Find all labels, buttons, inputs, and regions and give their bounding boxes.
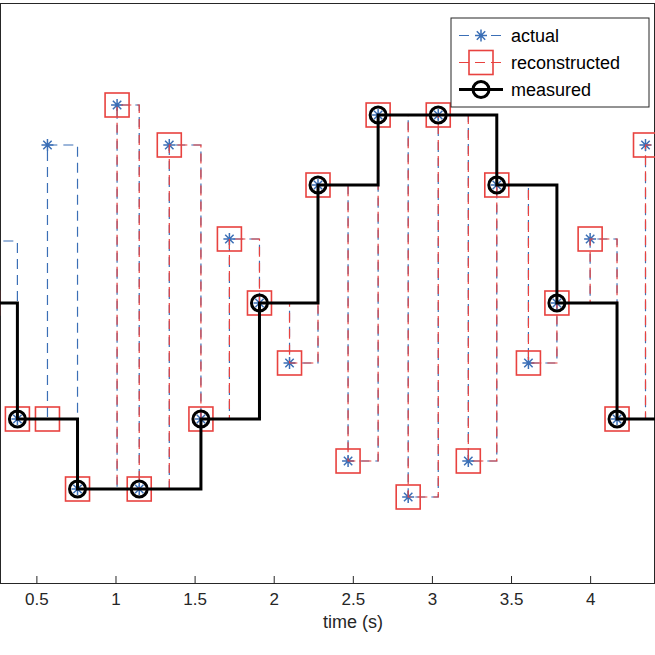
marker-shape	[456, 449, 480, 473]
data-point	[370, 107, 386, 123]
data-point	[70, 481, 86, 497]
x-tick: 3	[428, 576, 437, 609]
data-point	[489, 177, 505, 193]
data-point	[9, 411, 25, 427]
data-point	[157, 133, 181, 157]
x-tick-label: 2	[269, 590, 278, 609]
marker-shape	[489, 177, 505, 193]
data-point	[105, 93, 129, 117]
x-tick-mark	[115, 576, 116, 583]
x-tick: 3.5	[500, 576, 524, 609]
x-tick-label: 4	[586, 590, 595, 609]
x-tick-mark	[353, 576, 354, 583]
x-tick: 4	[586, 576, 595, 609]
x-tick: 0.5	[25, 576, 49, 609]
marker-shape	[516, 351, 540, 375]
marker-shape	[70, 481, 86, 497]
marker-shape	[217, 227, 241, 251]
x-axis-line	[1, 583, 655, 584]
legend-marker	[475, 30, 487, 42]
marker-shape	[9, 411, 25, 427]
marker-shape	[278, 351, 302, 375]
marker-shape	[430, 107, 446, 123]
x-tick-label: 3	[428, 590, 437, 609]
marker-shape	[473, 82, 489, 98]
legend: actual reconstructed measured	[451, 18, 649, 107]
x-tick-mark	[511, 576, 512, 583]
marker-shape	[549, 295, 565, 311]
x-tick-mark	[36, 576, 37, 583]
data-point	[131, 481, 147, 497]
data-point	[430, 107, 446, 123]
x-tick: 2	[269, 576, 278, 609]
x-tick-label: 3.5	[500, 590, 524, 609]
marker-shape	[634, 133, 655, 157]
marker-shape	[193, 411, 209, 427]
marker-shape	[157, 133, 181, 157]
x-tick-label: 2.5	[341, 590, 365, 609]
x-tick-mark	[274, 576, 275, 583]
marker-shape	[310, 177, 326, 193]
marker-shape	[396, 485, 420, 509]
data-point	[634, 133, 655, 157]
marker-shape	[105, 93, 129, 117]
legend-line	[459, 62, 503, 63]
data-point	[549, 295, 565, 311]
x-tick: 2.5	[341, 576, 365, 609]
x-tick-label: 0.5	[25, 590, 49, 609]
marker-shape	[131, 481, 147, 497]
marker-shape	[609, 411, 625, 427]
data-point	[578, 227, 602, 251]
legend-label: measured	[511, 80, 591, 100]
legend-label: actual	[511, 26, 559, 46]
x-tick-mark	[195, 576, 196, 583]
data-point	[193, 411, 209, 427]
marker-shape	[469, 51, 493, 75]
x-axis-title: time (s)	[323, 612, 383, 632]
data-point	[456, 449, 480, 473]
marker-shape	[336, 449, 360, 473]
legend-line	[459, 88, 503, 91]
data-point	[336, 449, 360, 473]
marker-shape	[251, 295, 267, 311]
data-point	[396, 485, 420, 509]
x-tick-mark	[432, 576, 433, 583]
marker-shape	[578, 227, 602, 251]
x-tick-label: 1.5	[183, 590, 207, 609]
data-point	[278, 351, 302, 375]
data-point	[217, 227, 241, 251]
legend-box	[451, 18, 649, 107]
x-axis: 0.5 1 1.5 2 2.5 3 3.5 4	[1, 576, 655, 609]
x-tick: 1.5	[183, 576, 207, 609]
x-tick: 1	[111, 576, 120, 609]
marker-shape	[475, 30, 487, 42]
data-point	[310, 177, 326, 193]
data-point	[251, 295, 267, 311]
data-point	[41, 139, 53, 151]
marker-shape	[41, 139, 53, 151]
series-line	[0, 115, 655, 489]
plot-area	[0, 93, 655, 509]
data-point	[609, 411, 625, 427]
chart: 0.5 1 1.5 2 2.5 3 3.5 4 time (s) actual reconstruc…	[0, 0, 655, 655]
x-tick-mark	[590, 576, 591, 583]
x-tick-label: 1	[111, 590, 120, 609]
data-point	[516, 351, 540, 375]
legend-label: reconstructed	[511, 53, 620, 73]
legend-marker	[473, 82, 489, 98]
marker-shape	[370, 107, 386, 123]
legend-marker	[469, 51, 493, 75]
